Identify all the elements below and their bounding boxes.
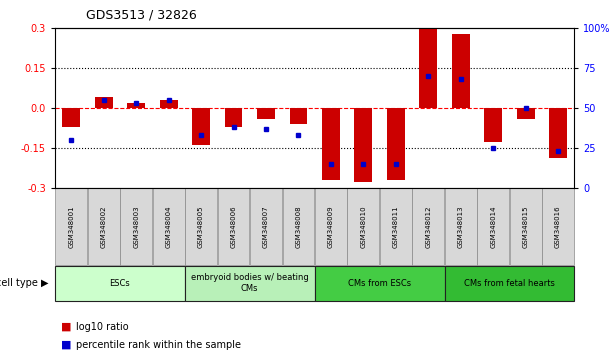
Text: GSM348002: GSM348002	[101, 205, 107, 248]
Text: CMs from fetal hearts: CMs from fetal hearts	[464, 279, 555, 288]
Text: GSM348013: GSM348013	[458, 205, 464, 248]
Bar	[192, 108, 210, 145]
FancyBboxPatch shape	[282, 188, 314, 265]
Text: GDS3513 / 32826: GDS3513 / 32826	[86, 8, 196, 22]
Text: GSM348011: GSM348011	[393, 205, 399, 248]
Text: percentile rank within the sample: percentile rank within the sample	[76, 340, 241, 350]
FancyBboxPatch shape	[542, 188, 574, 265]
Text: GSM348006: GSM348006	[230, 205, 236, 248]
Bar	[452, 34, 470, 108]
Bar	[387, 108, 404, 179]
Bar	[419, 28, 437, 108]
Text: ESCs: ESCs	[109, 279, 130, 288]
Bar	[354, 108, 372, 182]
FancyBboxPatch shape	[315, 188, 347, 265]
FancyBboxPatch shape	[477, 188, 509, 265]
Text: GSM348014: GSM348014	[490, 205, 496, 248]
Text: GSM348012: GSM348012	[425, 205, 431, 248]
Text: GSM348009: GSM348009	[328, 205, 334, 248]
Bar	[322, 108, 340, 179]
Text: GSM348007: GSM348007	[263, 205, 269, 248]
Bar	[62, 108, 80, 126]
Text: ■: ■	[61, 322, 71, 332]
Bar	[485, 108, 502, 142]
Text: GSM348004: GSM348004	[166, 205, 172, 248]
Bar	[225, 108, 243, 126]
Text: GSM348010: GSM348010	[360, 205, 367, 248]
Text: GSM348016: GSM348016	[555, 205, 561, 248]
Bar	[517, 108, 535, 119]
FancyBboxPatch shape	[445, 188, 477, 265]
Text: CMs from ESCs: CMs from ESCs	[348, 279, 411, 288]
Text: log10 ratio: log10 ratio	[76, 322, 129, 332]
Bar	[290, 108, 307, 124]
Text: GSM348003: GSM348003	[133, 205, 139, 248]
Bar	[549, 108, 567, 158]
FancyBboxPatch shape	[315, 266, 445, 301]
Bar	[257, 108, 275, 119]
FancyBboxPatch shape	[185, 188, 217, 265]
Text: cell type ▶: cell type ▶	[0, 278, 49, 288]
FancyBboxPatch shape	[445, 266, 574, 301]
FancyBboxPatch shape	[380, 188, 412, 265]
Bar	[159, 100, 178, 108]
Text: GSM348001: GSM348001	[68, 205, 74, 248]
FancyBboxPatch shape	[88, 188, 120, 265]
FancyBboxPatch shape	[120, 188, 152, 265]
Text: GSM348005: GSM348005	[198, 205, 204, 248]
FancyBboxPatch shape	[153, 188, 185, 265]
Bar	[127, 103, 145, 108]
Text: embryoid bodies w/ beating
CMs: embryoid bodies w/ beating CMs	[191, 274, 309, 293]
Text: GSM348015: GSM348015	[522, 205, 529, 248]
FancyBboxPatch shape	[218, 188, 249, 265]
FancyBboxPatch shape	[348, 188, 379, 265]
FancyBboxPatch shape	[185, 266, 315, 301]
Text: ■: ■	[61, 340, 71, 350]
FancyBboxPatch shape	[510, 188, 541, 265]
FancyBboxPatch shape	[55, 266, 185, 301]
FancyBboxPatch shape	[412, 188, 444, 265]
FancyBboxPatch shape	[250, 188, 282, 265]
Bar	[95, 97, 112, 108]
FancyBboxPatch shape	[56, 188, 87, 265]
Text: GSM348008: GSM348008	[296, 205, 301, 248]
